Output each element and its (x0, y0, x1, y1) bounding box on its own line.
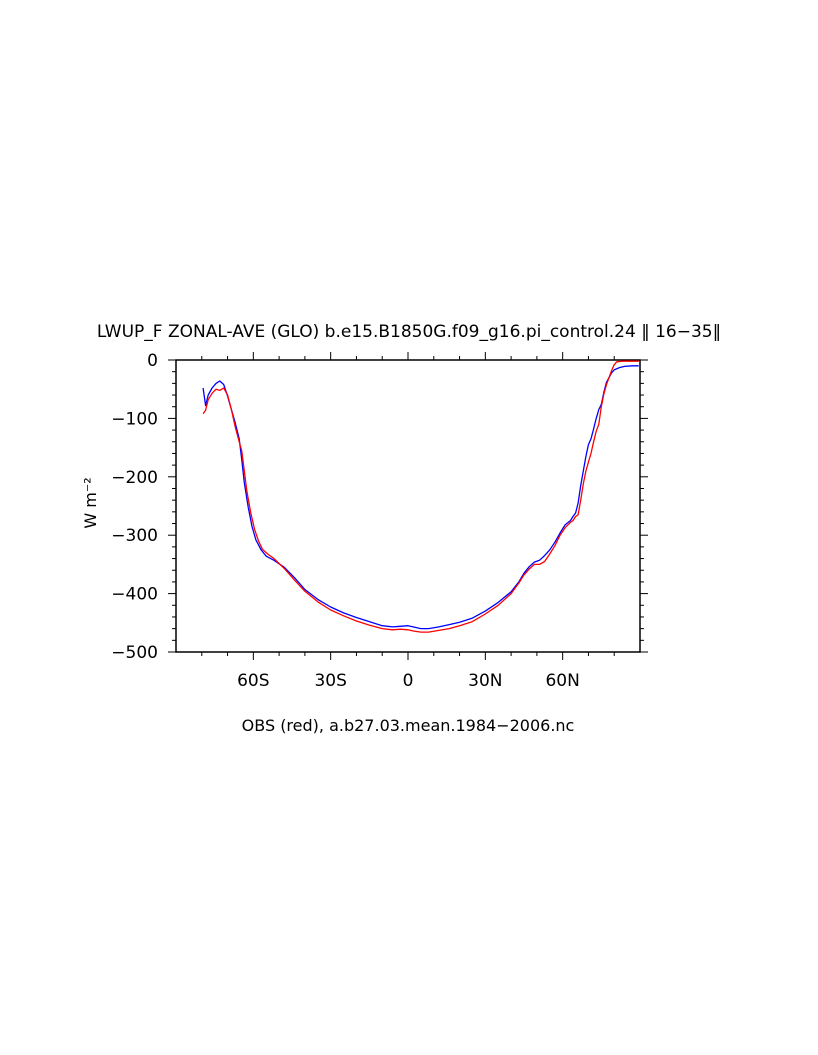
series-line-red (202, 360, 639, 633)
axis-ticks (168, 352, 648, 660)
x-tick-label: 30N (468, 671, 502, 691)
y-axis-label: W m⁻² (81, 477, 100, 528)
x-axis-label: OBS (red), a.b27.03.mean.1984−2006.nc (242, 716, 575, 735)
x-tick-label: 60N (545, 671, 579, 691)
plot-frame (175, 359, 641, 653)
x-tick-label: 0 (403, 671, 414, 691)
series-lines (202, 360, 639, 633)
series-line-blue (202, 365, 639, 630)
y-tick-label: 0 (147, 351, 158, 371)
y-tick-label: −400 (111, 585, 158, 605)
x-tick-label: 30S (314, 671, 346, 691)
y-tick-label: −100 (111, 409, 158, 429)
y-tick-label: −300 (111, 526, 158, 546)
y-tick-label: −500 (111, 643, 158, 663)
x-tick-label: 60S (237, 671, 269, 691)
axis-tick-labels: 0 −100 −200 −300 −400 −500 60S 30S 0 30N 60N (111, 351, 580, 691)
chart-title: LWUP_F ZONAL-AVE (GLO) b.e15.B1850G.f09_… (97, 322, 721, 342)
y-tick-label: −200 (111, 468, 158, 488)
